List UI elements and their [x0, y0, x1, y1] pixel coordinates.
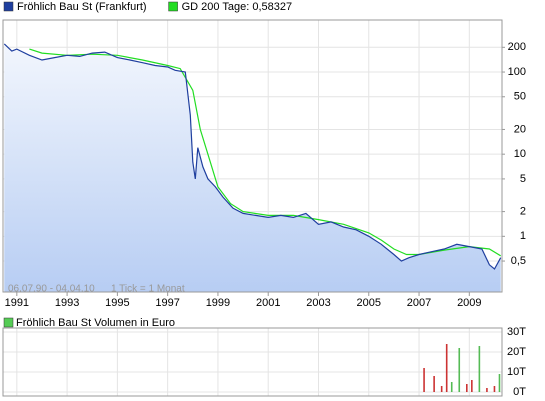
volume-bar [498, 374, 501, 392]
x-tick-label: 2007 [407, 297, 431, 309]
volume-bar [478, 346, 481, 392]
y-tick-label: 20 [514, 123, 526, 135]
x-tick-label: 1999 [206, 297, 230, 309]
x-tick-label: 2009 [457, 297, 481, 309]
volume-bar [493, 386, 496, 392]
volume-legend: Fröhlich Bau St Volumen in Euro [16, 317, 175, 329]
line [29, 48, 502, 257]
y-tick-label: 200 [508, 41, 526, 53]
y-tick-label: 1 [520, 230, 526, 242]
y-tick-label: 0,5 [511, 255, 526, 267]
legend-swatch [3, 317, 14, 328]
y-tick-label: 50 [514, 91, 526, 103]
volume-bar [471, 380, 473, 392]
volume-bar [466, 384, 468, 392]
y-tick-label: 0T [513, 386, 526, 398]
legend-label: GD 200 Tage: 0,58327 [182, 1, 293, 13]
volume-bar [440, 386, 443, 392]
annotation: 06.07.90 - 04.04.10 [8, 284, 95, 295]
line [3, 43, 502, 270]
y-tick-label: 100 [508, 66, 526, 78]
volume-bar [450, 382, 453, 392]
x-tick-label: 2001 [256, 297, 280, 309]
y-tick-label: 2 [520, 206, 526, 218]
x-tick-label: 1997 [155, 297, 179, 309]
volume-bar [423, 368, 425, 392]
annotation: 1 Tick = 1 Monat [111, 284, 185, 295]
volume-bg [3, 328, 502, 396]
x-tick-label: 1995 [105, 297, 129, 309]
legend-label: Fröhlich Bau St (Frankfurt) [17, 1, 147, 13]
plot-frame [2, 19, 503, 293]
legend-swatch [168, 1, 178, 12]
y-tick-label: 30T [507, 326, 526, 338]
y-tick-label: 20T [507, 346, 526, 358]
volume-bar [458, 348, 461, 392]
x-tick-label: 1991 [5, 297, 29, 309]
x-tick-label: 2003 [306, 297, 330, 309]
volume-bar [445, 344, 448, 392]
price-area [4, 43, 501, 293]
volume-bar [433, 376, 435, 392]
legend-swatch [3, 1, 14, 12]
volume-frame [2, 327, 503, 397]
y-tick-label: 10 [514, 148, 526, 160]
y-tick-label: 10T [507, 366, 526, 378]
x-tick-label: 2005 [357, 297, 381, 309]
y-tick-label: 5 [520, 173, 526, 185]
volume-bar [486, 388, 488, 392]
x-tick-label: 1993 [55, 297, 79, 309]
